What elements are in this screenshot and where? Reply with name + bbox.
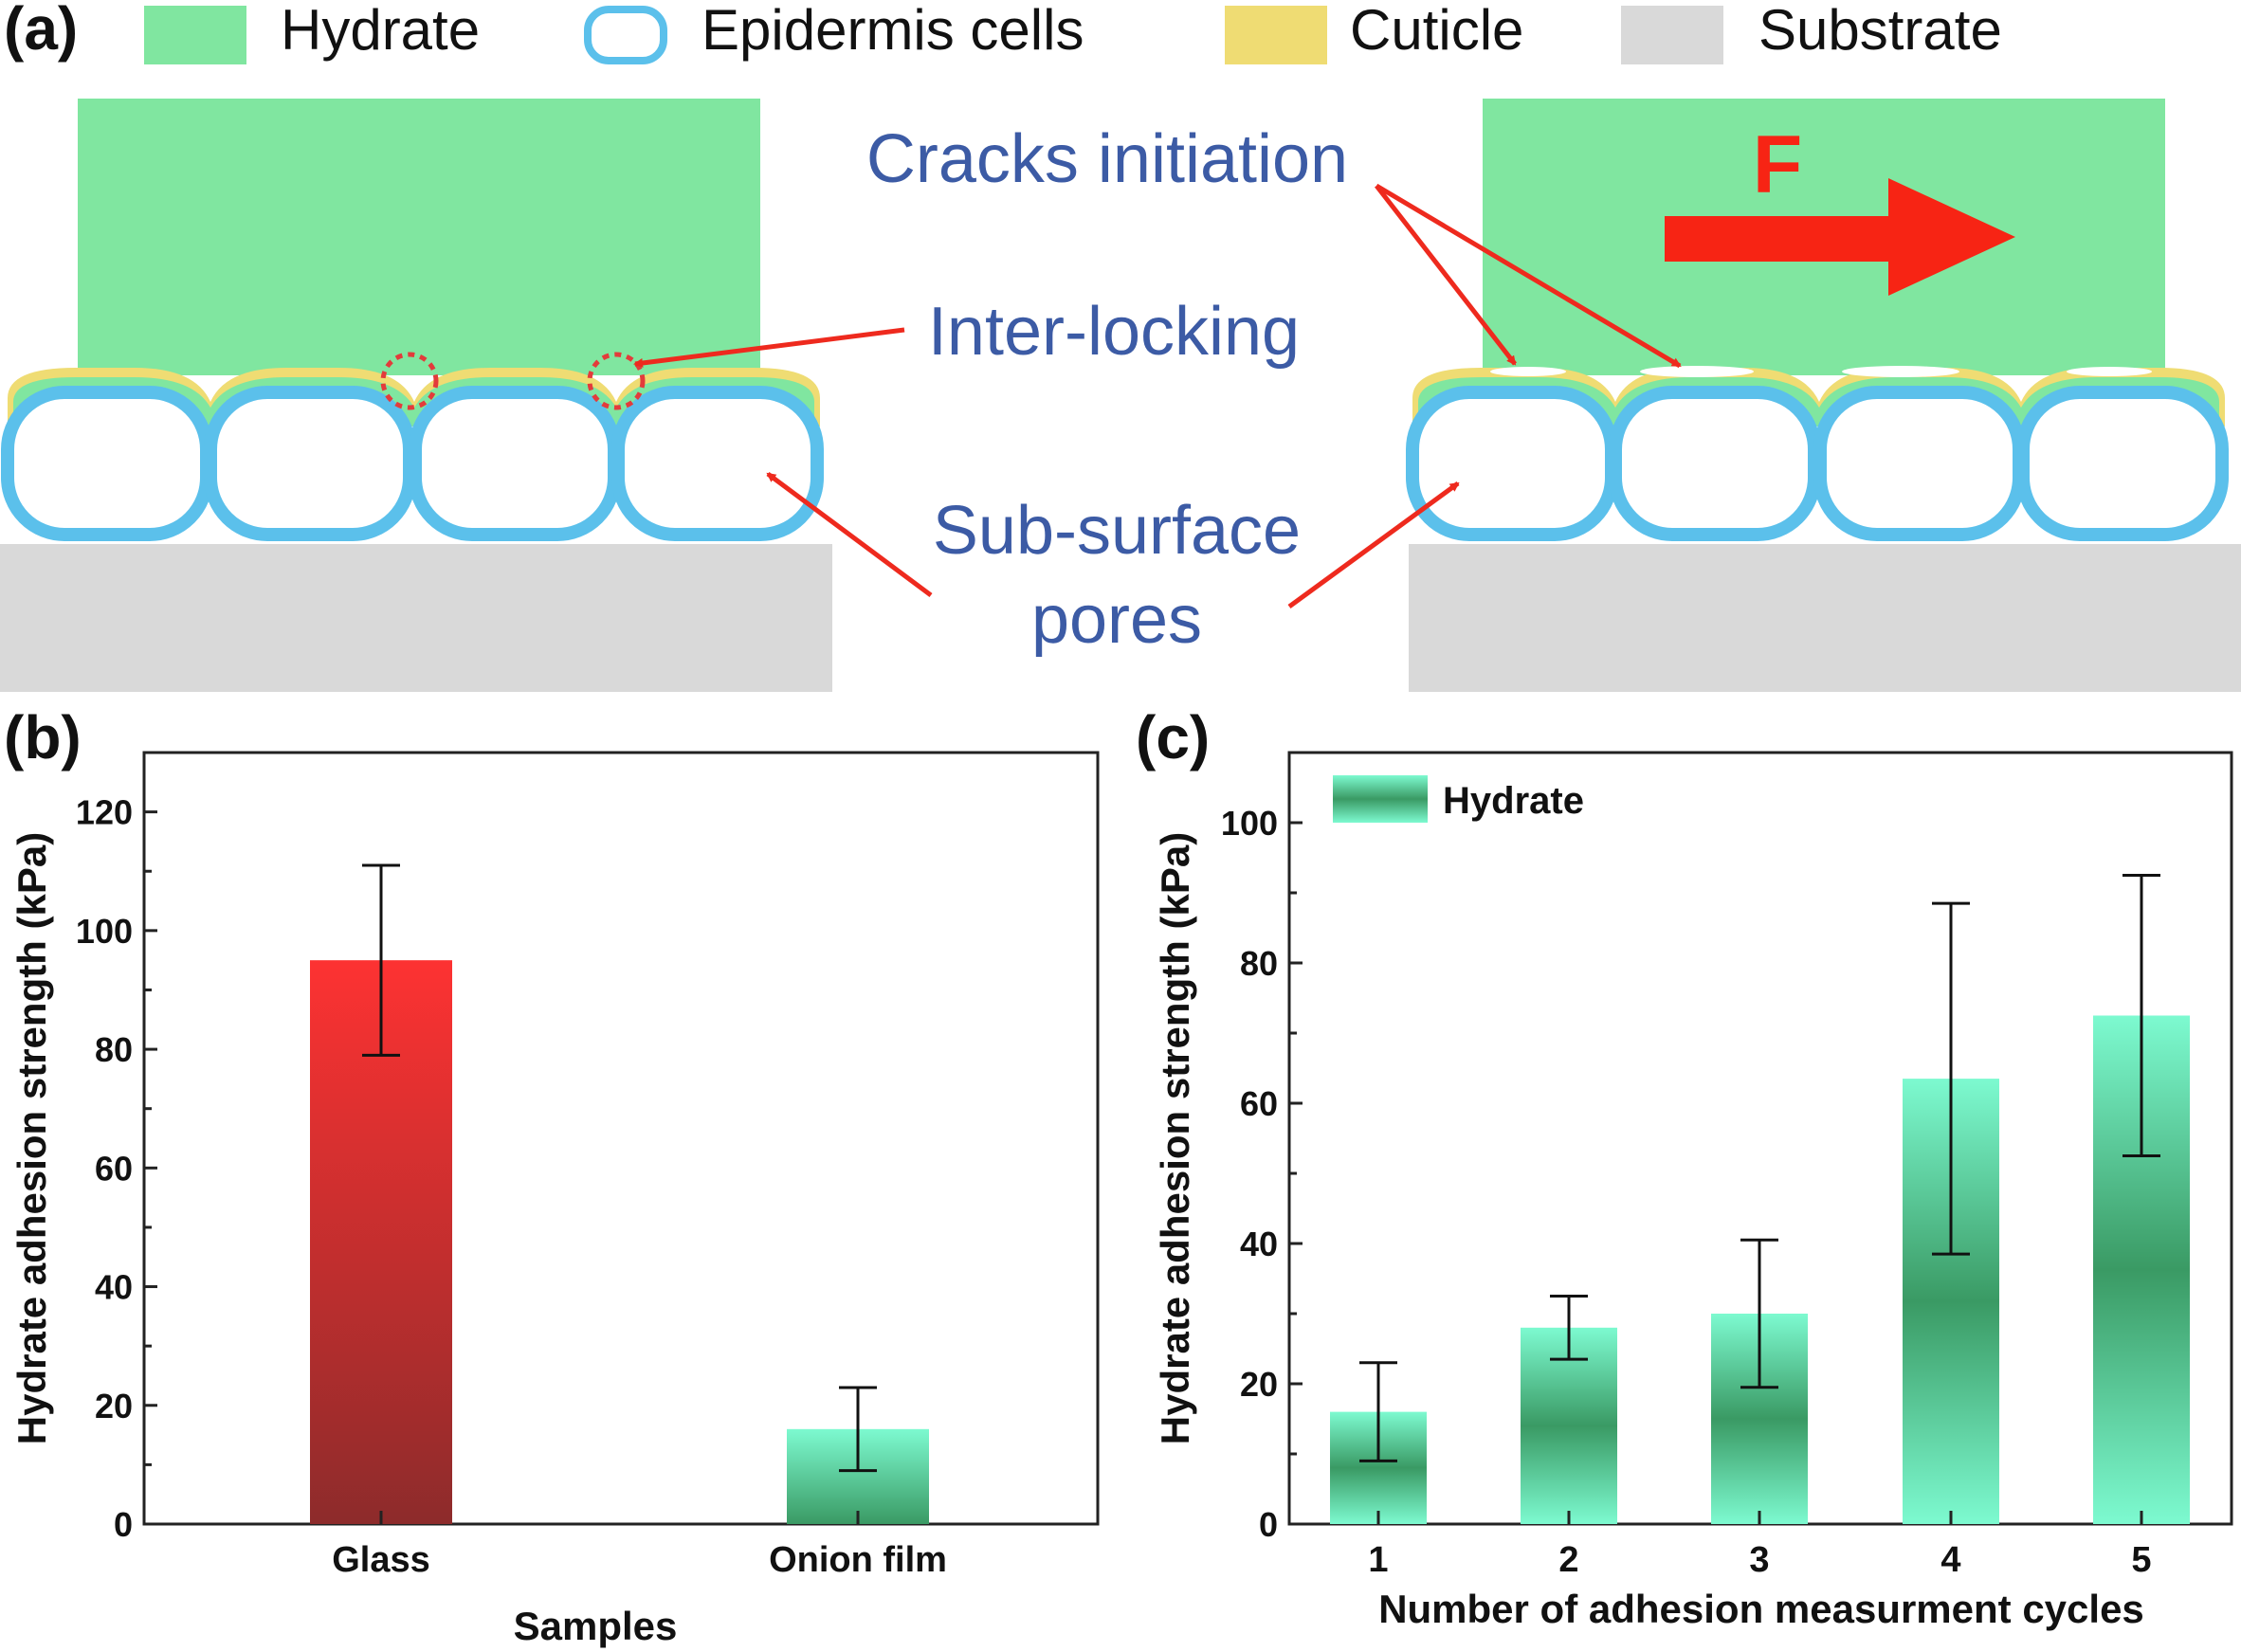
cracks-initiation-label: Cracks initiation — [866, 121, 1348, 197]
legend-label-epidermis: Epidermis cells — [701, 0, 1084, 62]
y-tick-label: 120 — [76, 793, 133, 832]
epidermis-cell — [1, 386, 213, 541]
bars-c — [1330, 874, 2190, 1524]
arrow-crack-2 — [1375, 183, 1682, 369]
x-tick-label: Onion film — [769, 1540, 947, 1580]
schematic-left — [0, 99, 832, 692]
legend-label-substrate: Substrate — [1758, 0, 2002, 62]
y-tick-label: 40 — [1240, 1225, 1278, 1263]
panel-c: (c) 0 20 40 60 80 100 1 2 3 4 5 Hydrate Number of… — [1136, 703, 2233, 1631]
x-tick-label: 3 — [1749, 1540, 1769, 1580]
hydrate-fill-left — [13, 377, 814, 427]
hydrate-block-left — [78, 99, 760, 375]
plot-frame-b — [142, 751, 1100, 1526]
epidermis-cell — [1609, 386, 1821, 541]
epidermis-cell — [409, 386, 621, 541]
y-axis-title-c: Hydrate adhesion strength (kPa) — [1153, 832, 1197, 1444]
crack — [2067, 367, 2152, 376]
force-arrow — [1665, 178, 2015, 296]
interlocking-label: Inter-locking — [928, 294, 1300, 370]
y-tick-label: 0 — [114, 1505, 133, 1544]
interlock-marker — [380, 352, 439, 410]
arrow-pore-left — [766, 471, 933, 598]
legend-swatch-epidermis — [584, 6, 667, 64]
y-tick-label: 0 — [1259, 1505, 1278, 1544]
panel-b: (b) 0 20 40 60 80 100 120 Glass Onion film Samp… — [4, 703, 1100, 1648]
subsurface-label: Sub-surface — [933, 493, 1301, 569]
x-tick-labels-b: Glass Onion film — [332, 1511, 947, 1580]
legend-swatch-substrate — [1621, 6, 1723, 64]
x-tick-label: Glass — [332, 1540, 430, 1580]
panel-b-label: (b) — [4, 703, 82, 772]
substrate-right — [1409, 544, 2241, 692]
legend-label-c: Hydrate — [1443, 780, 1584, 822]
legend-swatch-cuticle — [1225, 6, 1327, 64]
epidermis-cell — [204, 386, 416, 541]
arrow-crack-1 — [1375, 184, 1517, 366]
legend-label-hydrate: Hydrate — [281, 0, 480, 62]
force-label: F — [1753, 119, 1803, 210]
y-axis-b: 0 20 40 60 80 100 120 — [76, 793, 157, 1544]
y-tick-label: 60 — [1240, 1084, 1278, 1123]
arrow-interlock — [633, 327, 905, 368]
legend-swatch-c — [1333, 775, 1428, 823]
y-tick-label: 80 — [1240, 944, 1278, 983]
crack — [1842, 366, 1959, 377]
panel-a: (a) Hydrate Epidermis cells Cuticle Subs… — [0, 0, 2241, 692]
y-axis-c: 0 20 40 60 80 100 — [1221, 804, 1303, 1544]
hydrate-fill-right — [1418, 377, 2219, 427]
legend-swatch-hydrate — [144, 6, 246, 64]
crack — [1640, 366, 1754, 377]
bars-b — [310, 863, 929, 1524]
x-axis-title-c: Number of adhesion measurment cycles — [1378, 1587, 2144, 1631]
pores-label: pores — [1031, 582, 1202, 658]
interlock-marker — [587, 352, 646, 410]
x-tick-labels-c: 1 2 3 4 5 — [1368, 1511, 2152, 1580]
x-axis-title-b: Samples — [514, 1604, 678, 1648]
substrate-left — [0, 544, 832, 692]
epidermis-cell — [611, 386, 824, 541]
epidermis-cell — [1406, 386, 1618, 541]
annotation-arrows — [633, 183, 1682, 609]
panel-a-label: (a) — [4, 0, 78, 63]
y-tick-label: 20 — [1240, 1365, 1278, 1404]
legend-a: Hydrate Epidermis cells Cuticle Substrat… — [144, 0, 2002, 64]
x-tick-label: 5 — [2131, 1540, 2151, 1580]
y-tick-label: 60 — [95, 1149, 133, 1188]
y-tick-label: 100 — [76, 912, 133, 951]
crack — [1490, 367, 1566, 376]
y-tick-label: 40 — [95, 1268, 133, 1307]
y-axis-title-b: Hydrate adhesion strength (kPa) — [9, 832, 54, 1444]
y-tick-label: 20 — [95, 1387, 133, 1425]
x-tick-label: 1 — [1368, 1540, 1388, 1580]
y-tick-label: 80 — [95, 1030, 133, 1069]
epidermis-cell — [2016, 386, 2229, 541]
legend-label-cuticle: Cuticle — [1350, 0, 1523, 62]
x-tick-label: 2 — [1558, 1540, 1578, 1580]
arrow-pore-right — [1287, 481, 1460, 609]
panel-c-label: (c) — [1136, 703, 1210, 772]
y-tick-label: 100 — [1221, 804, 1278, 843]
schematic-right: F — [1406, 99, 2241, 692]
epidermis-cell — [1813, 386, 2026, 541]
x-tick-label: 4 — [1940, 1540, 1960, 1580]
